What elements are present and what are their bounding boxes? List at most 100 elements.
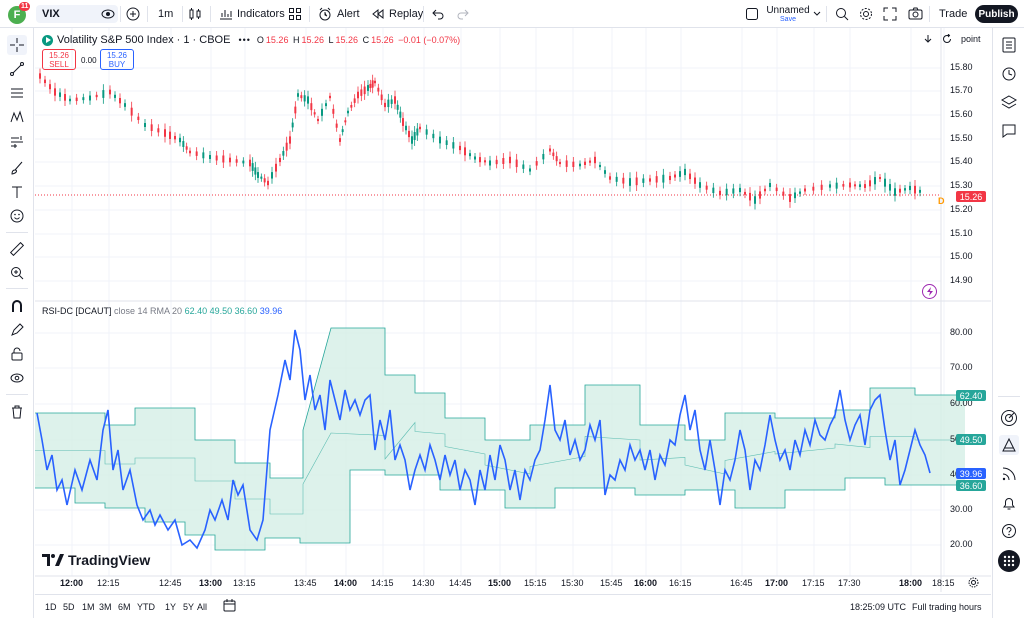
pine-editor-icon[interactable] bbox=[999, 435, 1019, 455]
high-value: 15.26 bbox=[301, 35, 324, 45]
candle-body bbox=[215, 155, 218, 161]
candles-icon[interactable] bbox=[188, 4, 202, 24]
add-symbol-icon[interactable] bbox=[126, 4, 140, 24]
rsi-name[interactable]: RSI-DC [DCAUT] bbox=[42, 306, 112, 316]
candle-body bbox=[889, 184, 891, 191]
quick-search-icon[interactable] bbox=[835, 4, 849, 24]
open-value: 15.26 bbox=[265, 35, 289, 45]
symbol-search[interactable]: VIX bbox=[36, 5, 118, 23]
candle-body bbox=[235, 159, 238, 163]
sell-label: SELL bbox=[49, 59, 69, 69]
camera-icon[interactable] bbox=[908, 4, 923, 24]
time-tick-label: 16:00 bbox=[634, 578, 658, 588]
range-button-1m[interactable]: 1M bbox=[82, 602, 95, 612]
trade-button[interactable]: Trade bbox=[939, 4, 967, 24]
candle-body bbox=[332, 108, 335, 114]
sell-button[interactable]: 15.26 SELL bbox=[42, 49, 76, 70]
dividend-marker[interactable]: D bbox=[938, 196, 945, 206]
fib-retracement-icon[interactable] bbox=[7, 83, 27, 103]
fullscreen-icon[interactable] bbox=[883, 4, 897, 24]
range-button-5y[interactable]: 5Y bbox=[183, 602, 195, 612]
clock[interactable]: 18:25:09 UTC bbox=[850, 602, 907, 612]
target-icon[interactable] bbox=[999, 408, 1019, 428]
lightning-icon[interactable] bbox=[922, 284, 937, 299]
hide-drawings-eye-icon[interactable] bbox=[7, 368, 27, 388]
candle-body bbox=[459, 145, 461, 151]
tv-logo-icon bbox=[42, 554, 64, 566]
trend-line-icon[interactable] bbox=[7, 59, 27, 79]
symbol-title[interactable]: Volatility S&P 500 Index · 1 · CBOE bbox=[57, 34, 231, 46]
range-button-3m[interactable]: 3M bbox=[99, 602, 112, 612]
layers-icon[interactable] bbox=[999, 92, 1019, 112]
replay-button[interactable]: Replay bbox=[371, 4, 423, 24]
layout-name-button[interactable]: Unnamed Save bbox=[766, 5, 810, 23]
redo-icon[interactable] bbox=[457, 4, 469, 24]
interval-button[interactable]: 1m bbox=[158, 4, 173, 24]
range-button-all[interactable]: All bbox=[197, 602, 208, 612]
crosshair-icon[interactable] bbox=[7, 35, 27, 55]
user-avatar[interactable]: F 11 bbox=[8, 2, 31, 24]
candle-body bbox=[150, 124, 153, 131]
stay-in-drawing-mode-icon[interactable] bbox=[7, 320, 27, 340]
candle-body bbox=[137, 116, 140, 121]
buy-price: 15.26 bbox=[106, 50, 128, 60]
pattern-icon[interactable] bbox=[7, 107, 27, 127]
layout-name: Unnamed bbox=[766, 5, 810, 16]
rsi-mid-badge: 49.50 bbox=[956, 434, 986, 445]
zoom-in-icon[interactable] bbox=[7, 263, 27, 283]
indicators-button[interactable]: Indicators bbox=[219, 4, 285, 24]
forecasting-icon[interactable] bbox=[7, 132, 27, 152]
scale-mode-label[interactable]: point bbox=[961, 34, 981, 44]
trash-icon[interactable] bbox=[7, 402, 27, 422]
eye-icon[interactable] bbox=[101, 4, 115, 24]
range-button-1y[interactable]: 1Y bbox=[165, 602, 177, 612]
candle-body bbox=[919, 189, 921, 193]
collapse-arrow-icon[interactable] bbox=[923, 33, 933, 47]
brand-name: TradingView bbox=[68, 552, 151, 568]
text-tool-icon[interactable] bbox=[7, 182, 27, 202]
divider bbox=[309, 6, 310, 22]
undo-icon[interactable] bbox=[432, 4, 444, 24]
range-button-ytd[interactable]: YTD bbox=[137, 602, 155, 612]
emoji-icon[interactable] bbox=[7, 206, 27, 226]
session-button[interactable]: Full trading hours bbox=[912, 602, 982, 612]
settings-gear-icon[interactable] bbox=[859, 4, 873, 24]
chart-canvas[interactable] bbox=[35, 28, 991, 592]
candle-body bbox=[297, 93, 299, 97]
date-range-calendar-icon[interactable] bbox=[223, 599, 236, 614]
candle-body bbox=[854, 184, 856, 187]
watchlist-icon[interactable] bbox=[999, 35, 1019, 55]
price-tick-label: 15.10 bbox=[950, 228, 973, 238]
ideas-stream-icon[interactable] bbox=[999, 464, 1019, 484]
help-icon[interactable] bbox=[999, 521, 1019, 541]
candle-body bbox=[49, 84, 51, 90]
more-options-icon[interactable]: ••• bbox=[238, 35, 251, 45]
alert-button[interactable]: Alert bbox=[318, 4, 360, 24]
lock-icon[interactable] bbox=[7, 344, 27, 364]
range-button-1d[interactable]: 1D bbox=[45, 602, 57, 612]
alerts-clock-icon[interactable] bbox=[999, 63, 1019, 83]
range-button-5d[interactable]: 5D bbox=[63, 602, 75, 612]
brush-icon[interactable] bbox=[7, 158, 27, 178]
magnet-icon[interactable] bbox=[7, 296, 27, 316]
candle-body bbox=[565, 160, 568, 167]
layout-checkbox-icon[interactable] bbox=[745, 4, 759, 24]
buy-button[interactable]: 15.26 BUY bbox=[100, 49, 134, 70]
ruler-icon[interactable] bbox=[7, 239, 27, 259]
time-tick-label: 12:45 bbox=[159, 578, 182, 588]
candle-body bbox=[452, 142, 455, 149]
refresh-icon[interactable] bbox=[942, 33, 952, 47]
publish-button[interactable]: Publish bbox=[975, 5, 1018, 23]
notifications-bell-icon[interactable] bbox=[999, 493, 1019, 513]
chat-icon[interactable] bbox=[999, 121, 1019, 141]
candle-body bbox=[515, 159, 518, 168]
candle-body bbox=[396, 104, 399, 110]
products-menu-icon[interactable] bbox=[998, 550, 1020, 572]
range-button-6m[interactable]: 6M bbox=[118, 602, 131, 612]
candle-body bbox=[754, 196, 756, 204]
divider bbox=[210, 6, 211, 22]
templates-icon[interactable] bbox=[288, 4, 302, 24]
time-axis-settings-icon[interactable] bbox=[968, 577, 979, 591]
chevron-down-icon[interactable] bbox=[813, 4, 821, 24]
tradingview-logo[interactable]: TradingView bbox=[42, 552, 150, 568]
